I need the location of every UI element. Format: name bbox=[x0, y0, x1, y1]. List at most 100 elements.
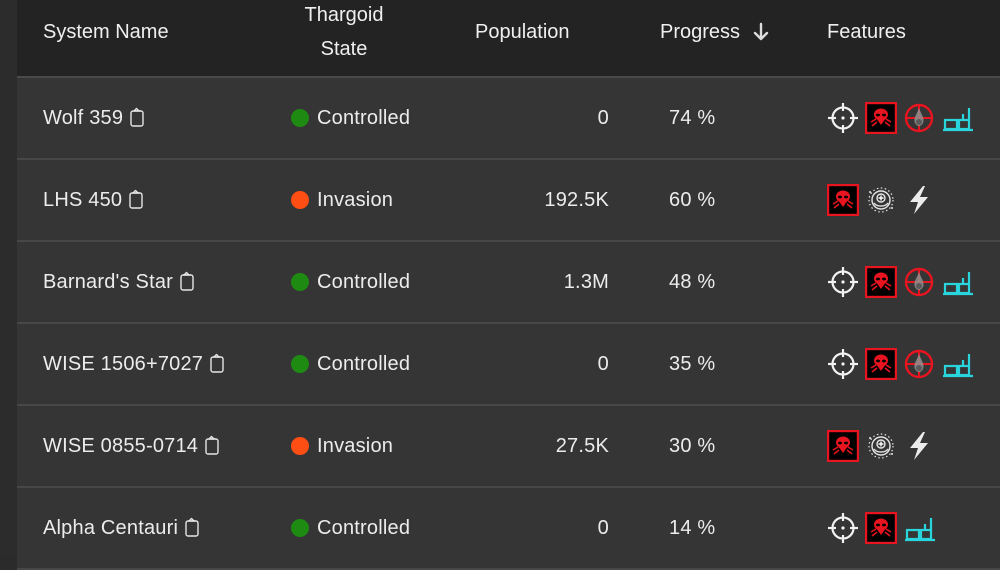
thargoid-skull-icon bbox=[864, 265, 898, 299]
thargoid-state-cell: Controlled bbox=[291, 488, 410, 568]
settlement-cyan-icon bbox=[941, 266, 975, 298]
thargoid-skull-icon bbox=[864, 101, 898, 135]
crosshair-icon bbox=[827, 348, 859, 380]
table-row-alpha-centauri[interactable]: Alpha Centauri Controlled 0 14 % bbox=[17, 488, 1000, 570]
copy-clipboard-icon[interactable] bbox=[202, 434, 222, 458]
progress-cell: 74 % bbox=[669, 78, 715, 158]
progress-cell: 48 % bbox=[669, 242, 715, 322]
table-row-lhs-450[interactable]: LHS 450 Invasion 192.5K 60 % bbox=[17, 160, 1000, 242]
lightning-icon bbox=[903, 184, 935, 216]
thargoid-skull-icon bbox=[826, 183, 860, 217]
sort-descending-arrow-icon[interactable] bbox=[752, 22, 770, 42]
column-header-thargoid-state-line2: State bbox=[320, 38, 368, 60]
crosshair-icon bbox=[827, 512, 859, 544]
progress-value: 35 % bbox=[669, 352, 716, 375]
population-cell: 1.3M bbox=[457, 242, 609, 322]
thargoid-skull-icon bbox=[864, 511, 898, 545]
column-header-thargoid-state[interactable]: Thargoid State bbox=[277, 0, 411, 66]
column-header-population[interactable]: Population bbox=[475, 21, 570, 43]
thargoid-state-cell: Controlled bbox=[291, 242, 410, 322]
copy-clipboard-icon[interactable] bbox=[177, 270, 197, 294]
population-cell: 27.5K bbox=[457, 406, 609, 486]
thargoid-state: Controlled bbox=[317, 270, 411, 293]
population-value: 1.3M bbox=[563, 270, 609, 293]
thargoid-state-cell: Invasion bbox=[291, 406, 393, 486]
column-header-system-name[interactable]: System Name bbox=[43, 21, 169, 43]
system-name-cell: Wolf 359 bbox=[43, 78, 147, 158]
table-row-wise-0855-0714[interactable]: WISE 0855-0714 Invasion 27.5K 30 % bbox=[17, 406, 1000, 488]
copy-clipboard-icon[interactable] bbox=[182, 516, 202, 540]
controlled-dot-icon bbox=[291, 273, 309, 291]
system-name[interactable]: Alpha Centauri bbox=[43, 516, 179, 539]
population-cell: 0 bbox=[457, 488, 609, 568]
population-cell: 0 bbox=[457, 324, 609, 404]
progress-value: 48 % bbox=[669, 270, 716, 293]
population-value: 0 bbox=[597, 106, 609, 129]
thargoid-state: Controlled bbox=[317, 516, 411, 539]
population-value: 0 bbox=[597, 516, 609, 539]
invasion-dot-icon bbox=[291, 191, 309, 209]
features-cell bbox=[827, 242, 975, 322]
population-cell: 192.5K bbox=[457, 160, 609, 240]
population-value: 27.5K bbox=[555, 434, 609, 457]
copy-clipboard-icon[interactable] bbox=[127, 106, 147, 130]
starport-icon bbox=[865, 430, 897, 462]
thargoid-state-cell: Invasion bbox=[291, 160, 393, 240]
population-value: 0 bbox=[597, 352, 609, 375]
settlement-cyan-icon bbox=[941, 348, 975, 380]
system-name-cell: WISE 1506+7027 bbox=[43, 324, 227, 404]
crosshair-icon bbox=[827, 266, 859, 298]
system-name[interactable]: WISE 0855-0714 bbox=[43, 434, 199, 457]
features-cell bbox=[827, 78, 975, 158]
lightning-icon bbox=[903, 430, 935, 462]
barnacle-red-icon bbox=[903, 348, 935, 380]
population-value: 192.5K bbox=[544, 188, 609, 211]
table-header: System Name Thargoid State Population Pr… bbox=[17, 0, 1000, 78]
progress-value: 74 % bbox=[669, 106, 716, 129]
thargoid-skull-icon bbox=[826, 429, 860, 463]
settlement-cyan-icon bbox=[903, 512, 937, 544]
thargoid-state: Controlled bbox=[317, 106, 411, 129]
column-header-thargoid-state-line1: Thargoid bbox=[304, 4, 384, 26]
system-name-cell: WISE 0855-0714 bbox=[43, 406, 222, 486]
invasion-dot-icon bbox=[291, 437, 309, 455]
progress-value: 14 % bbox=[669, 516, 716, 539]
table-row-wise-1506-7027[interactable]: WISE 1506+7027 Controlled 0 35 % bbox=[17, 324, 1000, 406]
column-header-progress-label: Progress bbox=[660, 21, 741, 43]
table-row-wolf-359[interactable]: Wolf 359 Controlled 0 74 % bbox=[17, 78, 1000, 160]
system-name[interactable]: WISE 1506+7027 bbox=[43, 352, 204, 375]
copy-clipboard-icon[interactable] bbox=[207, 352, 227, 376]
system-name[interactable]: Wolf 359 bbox=[43, 106, 124, 129]
progress-cell: 60 % bbox=[669, 160, 715, 240]
thargoid-state: Invasion bbox=[317, 188, 394, 211]
table-row-barnard-s-star[interactable]: Barnard's Star Controlled 1.3M 48 % bbox=[17, 242, 1000, 324]
column-header-features[interactable]: Features bbox=[827, 21, 906, 43]
crosshair-icon bbox=[827, 102, 859, 134]
system-name[interactable]: Barnard's Star bbox=[43, 270, 174, 293]
thargoid-state-cell: Controlled bbox=[291, 324, 410, 404]
progress-cell: 35 % bbox=[669, 324, 715, 404]
starport-icon bbox=[865, 184, 897, 216]
system-name-cell: Alpha Centauri bbox=[43, 488, 202, 568]
controlled-dot-icon bbox=[291, 519, 309, 537]
progress-value: 30 % bbox=[669, 434, 716, 457]
progress-cell: 14 % bbox=[669, 488, 715, 568]
left-sidebar-edge bbox=[0, 0, 17, 556]
thargoid-state: Controlled bbox=[317, 352, 411, 375]
population-cell: 0 bbox=[457, 78, 609, 158]
progress-cell: 30 % bbox=[669, 406, 715, 486]
features-cell bbox=[826, 160, 935, 240]
settlement-cyan-icon bbox=[941, 102, 975, 134]
column-header-progress[interactable]: Progress bbox=[660, 15, 770, 49]
systems-table: System Name Thargoid State Population Pr… bbox=[17, 0, 1000, 570]
barnacle-red-icon bbox=[903, 266, 935, 298]
barnacle-red-icon bbox=[903, 102, 935, 134]
features-cell bbox=[826, 406, 935, 486]
controlled-dot-icon bbox=[291, 109, 309, 127]
system-name[interactable]: LHS 450 bbox=[43, 188, 123, 211]
copy-clipboard-icon[interactable] bbox=[126, 188, 146, 212]
controlled-dot-icon bbox=[291, 355, 309, 373]
system-name-cell: LHS 450 bbox=[43, 160, 146, 240]
features-cell bbox=[827, 324, 975, 404]
